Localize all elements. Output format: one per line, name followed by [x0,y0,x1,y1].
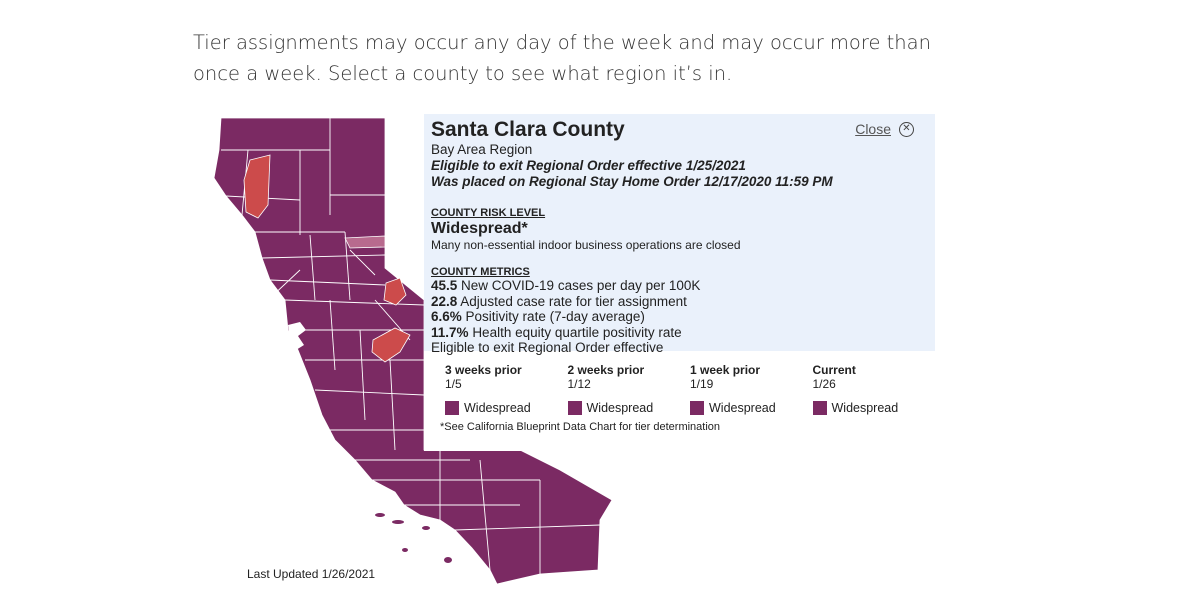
metric-row: 6.6% Positivity rate (7-day average) [431,309,928,325]
history-tier-label: Widespread [464,401,531,415]
island-shape [375,513,385,517]
metric-row: 45.5 New COVID-19 cases per day per 100K [431,278,928,294]
history-date: 1/26 [812,377,836,391]
risk-level-description: Many non-essential indoor business opera… [431,238,741,252]
tier-swatch [445,401,459,415]
tier-swatch [690,401,704,415]
metric-value: 6.6% [431,309,462,324]
county-info-popup: Santa Clara County Close ✕ Bay Area Regi… [424,114,935,451]
history-tier: Widespread [567,401,691,415]
intro-text: Tier assignments may occur any day of th… [193,31,931,85]
risk-level-value: Widespread* [431,220,528,237]
tier-history: 3 weeks prior 1/5 Widespread 2 weeks pri… [424,351,935,415]
history-tier-label: Widespread [831,401,899,415]
close-link[interactable]: Close [855,121,891,137]
tier-swatch [812,401,827,415]
history-tier-label: Widespread [709,401,776,415]
island-shape [444,557,452,563]
metrics-footer-text: Eligible to exit Regional Order effectiv… [431,340,664,355]
history-label: 3 weeks prior [445,363,522,377]
history-label: Current [812,363,856,377]
history-tier: Widespread [690,401,813,415]
metric-label: Adjusted case rate for tier assignment [460,293,687,309]
popup-header-panel: Santa Clara County Close ✕ Bay Area Regi… [424,114,935,355]
placed-on-text: Was placed on Regional Stay Home Order 1… [431,174,833,189]
metrics-heading: COUNTY METRICS [431,266,530,278]
last-updated-text: Last Updated 1/26/2021 [247,567,376,581]
history-column: 2 weeks prior 1/12 Widespread [567,363,691,415]
history-tier: Widespread [812,401,936,415]
metric-value: 45.5 [431,278,458,293]
metric-value: 11.7% [431,324,469,340]
island-shape [422,526,430,530]
history-label: 1 week prior [690,363,761,377]
county-highlight-sierra[interactable] [344,235,386,249]
county-highlight-mariposa[interactable] [371,327,411,363]
risk-level-heading: COUNTY RISK LEVEL [431,207,546,219]
footnote-text: *See California Blueprint Data Chart for… [440,421,721,433]
eligible-exit-text: Eligible to exit Regional Order effectiv… [431,158,746,173]
history-date: 1/12 [567,377,591,391]
county-highlight-alpine[interactable] [383,277,407,306]
metric-row: 22.8 Adjusted case rate for tier assignm… [431,294,928,310]
tier-swatch [567,401,582,415]
metric-label: Positivity rate (7-day average) [465,309,645,324]
history-tier-label: Widespread [586,401,654,415]
county-title: Santa Clara County [431,118,625,141]
history-column: Current 1/26 Widespread [812,363,936,415]
history-column: 3 weeks prior 1/5 Widespread [445,363,568,415]
county-highlight-trinity[interactable] [243,154,271,219]
island-shape [392,520,404,524]
metric-value: 22.8 [431,293,458,309]
history-column: 1 week prior 1/19 Widespread [690,363,813,415]
history-date: 1/19 [690,377,714,391]
history-tier: Widespread [445,401,568,415]
close-circle-icon[interactable]: ✕ [899,121,914,137]
bay-water-shape [288,322,306,350]
metric-label: New COVID-19 cases per day per 100K [461,278,701,293]
metric-label: Health equity quartile positivity rate [472,324,682,340]
close-control[interactable]: Close ✕ [855,121,914,137]
region-text: Bay Area Region [431,142,533,157]
history-label: 2 weeks prior [567,363,645,377]
county-group[interactable] [213,117,613,585]
island-shape [402,548,408,552]
history-date: 1/5 [445,377,462,391]
county-borders [221,118,601,574]
metric-row: 11.7% Health equity quartile positivity … [431,325,928,341]
